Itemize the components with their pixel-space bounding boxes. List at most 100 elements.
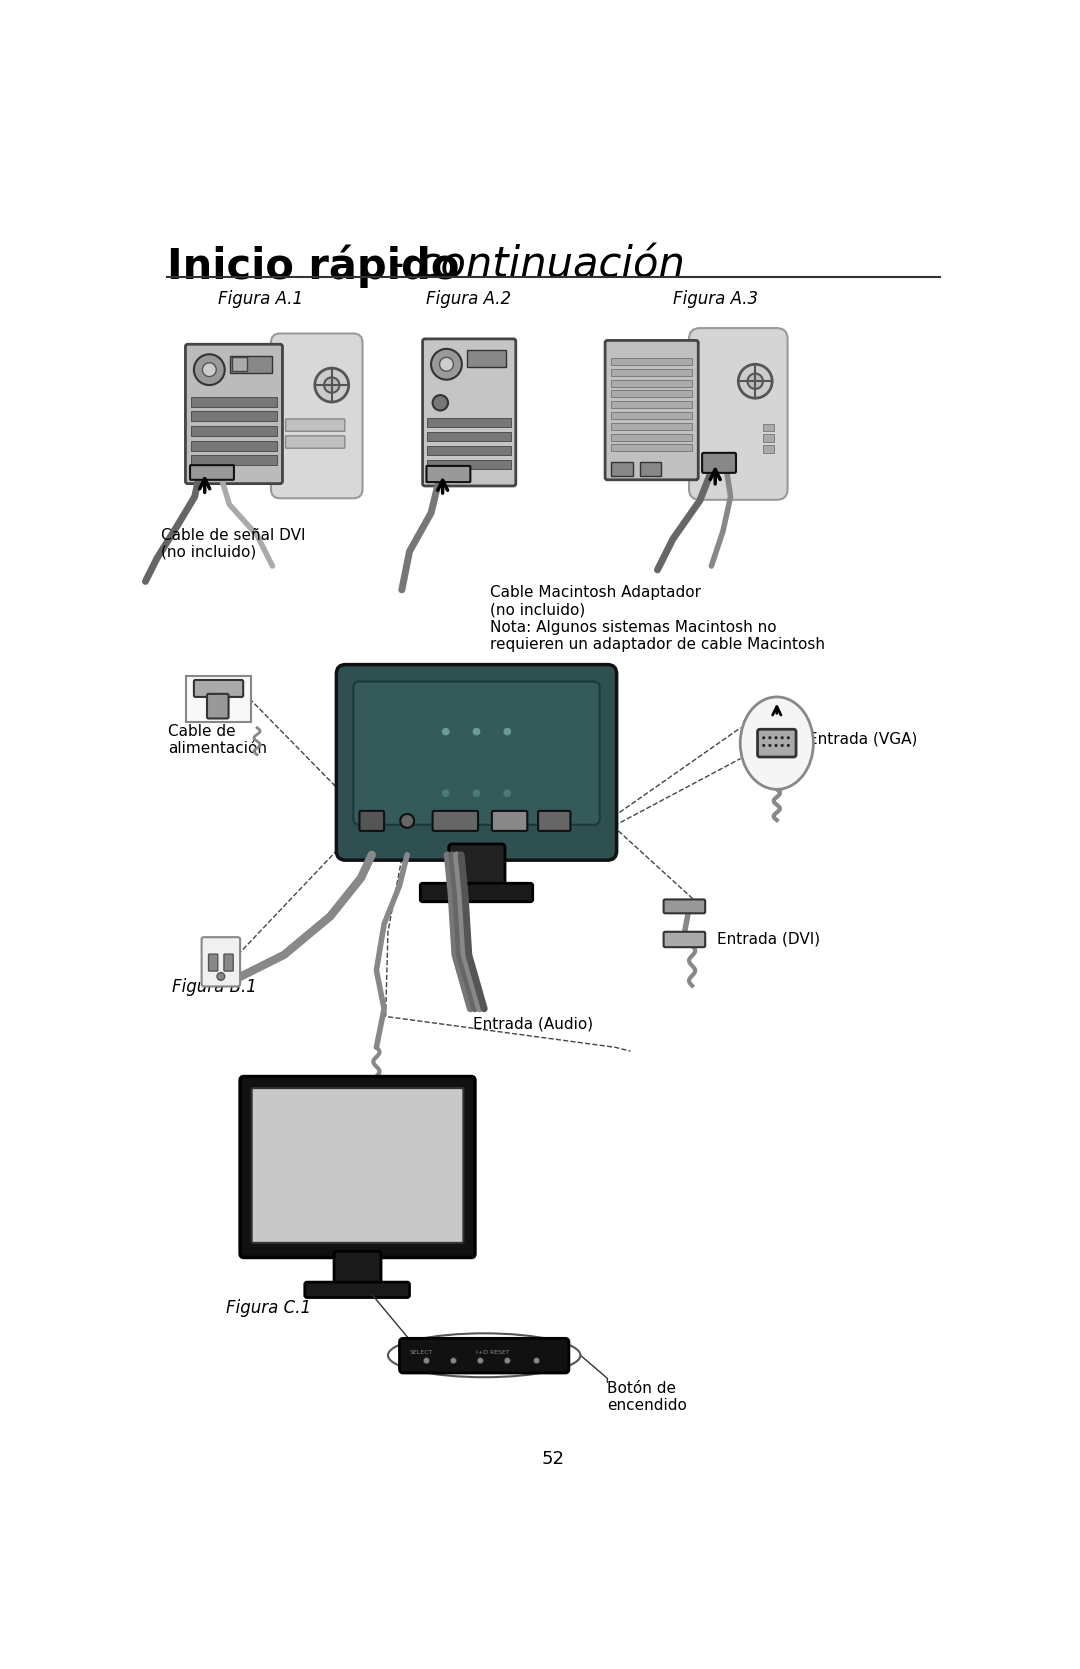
Text: - continuación: - continuación: [377, 245, 686, 287]
Text: Inicio rápido: Inicio rápido: [167, 245, 459, 289]
FancyBboxPatch shape: [285, 436, 345, 449]
Bar: [468, 350, 505, 367]
FancyBboxPatch shape: [186, 344, 283, 484]
Bar: [611, 422, 692, 429]
Bar: [639, 462, 661, 476]
Bar: [611, 462, 633, 476]
Circle shape: [473, 728, 481, 736]
Text: Figura B.1: Figura B.1: [173, 978, 257, 996]
Text: Figura C.1: Figura C.1: [226, 1298, 311, 1317]
Bar: [191, 397, 278, 407]
Bar: [611, 359, 692, 366]
FancyBboxPatch shape: [207, 694, 229, 718]
FancyBboxPatch shape: [702, 452, 735, 472]
Bar: [191, 441, 278, 451]
Circle shape: [762, 736, 766, 739]
Circle shape: [768, 736, 771, 739]
Text: Cable Macintosh Adaptador
(no incluido)
Nota: Algunos sistemas Macintosh no
requ: Cable Macintosh Adaptador (no incluido) …: [490, 586, 825, 653]
Circle shape: [194, 354, 225, 386]
Circle shape: [423, 1357, 430, 1364]
FancyBboxPatch shape: [491, 811, 527, 831]
Bar: [762, 434, 773, 442]
Text: Entrada (VGA): Entrada (VGA): [808, 731, 917, 746]
Text: I+D RESET: I+D RESET: [476, 1350, 510, 1355]
FancyBboxPatch shape: [190, 466, 234, 479]
FancyBboxPatch shape: [224, 955, 233, 971]
Circle shape: [401, 814, 414, 828]
Circle shape: [477, 1357, 484, 1364]
Circle shape: [503, 728, 511, 736]
Circle shape: [774, 736, 778, 739]
Bar: [611, 434, 692, 441]
Circle shape: [442, 728, 449, 736]
Circle shape: [781, 744, 784, 748]
FancyBboxPatch shape: [336, 664, 617, 860]
Circle shape: [440, 357, 454, 371]
Bar: [191, 456, 278, 466]
Text: Cable de
alimentación: Cable de alimentación: [168, 724, 268, 756]
Bar: [191, 426, 278, 436]
FancyBboxPatch shape: [194, 679, 243, 698]
FancyBboxPatch shape: [757, 729, 796, 758]
Bar: [611, 379, 692, 387]
Circle shape: [473, 789, 481, 798]
Text: Entrada (DVI): Entrada (DVI): [717, 931, 820, 946]
Circle shape: [787, 736, 789, 739]
Bar: [428, 419, 511, 427]
Bar: [611, 369, 692, 376]
FancyBboxPatch shape: [689, 329, 787, 499]
Circle shape: [314, 369, 349, 402]
FancyBboxPatch shape: [208, 955, 218, 971]
Circle shape: [450, 1357, 457, 1364]
Bar: [762, 446, 773, 452]
Circle shape: [503, 789, 511, 798]
FancyBboxPatch shape: [663, 931, 705, 948]
Text: SELECT: SELECT: [409, 1350, 433, 1355]
Circle shape: [739, 364, 772, 399]
FancyBboxPatch shape: [186, 676, 251, 721]
FancyBboxPatch shape: [538, 811, 570, 831]
FancyBboxPatch shape: [285, 419, 345, 431]
Text: Figura A.1: Figura A.1: [218, 290, 303, 309]
Circle shape: [433, 396, 448, 411]
Circle shape: [504, 1357, 511, 1364]
Circle shape: [774, 744, 778, 748]
Circle shape: [781, 736, 784, 739]
Circle shape: [787, 744, 789, 748]
FancyBboxPatch shape: [427, 466, 471, 482]
FancyBboxPatch shape: [449, 845, 505, 888]
Bar: [231, 357, 247, 371]
FancyBboxPatch shape: [420, 883, 532, 901]
Bar: [762, 424, 773, 431]
FancyBboxPatch shape: [240, 1077, 475, 1257]
Circle shape: [442, 789, 449, 798]
FancyBboxPatch shape: [305, 1282, 409, 1297]
FancyBboxPatch shape: [334, 1252, 381, 1287]
Text: Botón de
encendido: Botón de encendido: [607, 1380, 687, 1414]
Bar: [191, 411, 278, 421]
Bar: [611, 412, 692, 419]
FancyBboxPatch shape: [252, 1088, 463, 1243]
FancyBboxPatch shape: [663, 900, 705, 913]
Bar: [611, 444, 692, 451]
Bar: [230, 355, 272, 372]
Text: Cable de señal DVI
(no incluido): Cable de señal DVI (no incluido): [161, 527, 306, 559]
Circle shape: [431, 349, 462, 379]
Circle shape: [768, 744, 771, 748]
FancyBboxPatch shape: [202, 938, 240, 986]
FancyBboxPatch shape: [271, 334, 363, 499]
Circle shape: [747, 374, 762, 389]
Text: Figura A.3: Figura A.3: [673, 290, 758, 309]
FancyBboxPatch shape: [360, 811, 384, 831]
Ellipse shape: [740, 698, 813, 789]
Bar: [428, 459, 511, 469]
Circle shape: [762, 744, 766, 748]
FancyBboxPatch shape: [400, 1339, 569, 1374]
Text: Figura A.2: Figura A.2: [427, 290, 511, 309]
Circle shape: [534, 1357, 540, 1364]
Circle shape: [202, 362, 216, 377]
Bar: [611, 391, 692, 397]
Text: Entrada (Audio): Entrada (Audio): [473, 1016, 593, 1031]
Bar: [428, 432, 511, 441]
FancyBboxPatch shape: [605, 340, 699, 479]
